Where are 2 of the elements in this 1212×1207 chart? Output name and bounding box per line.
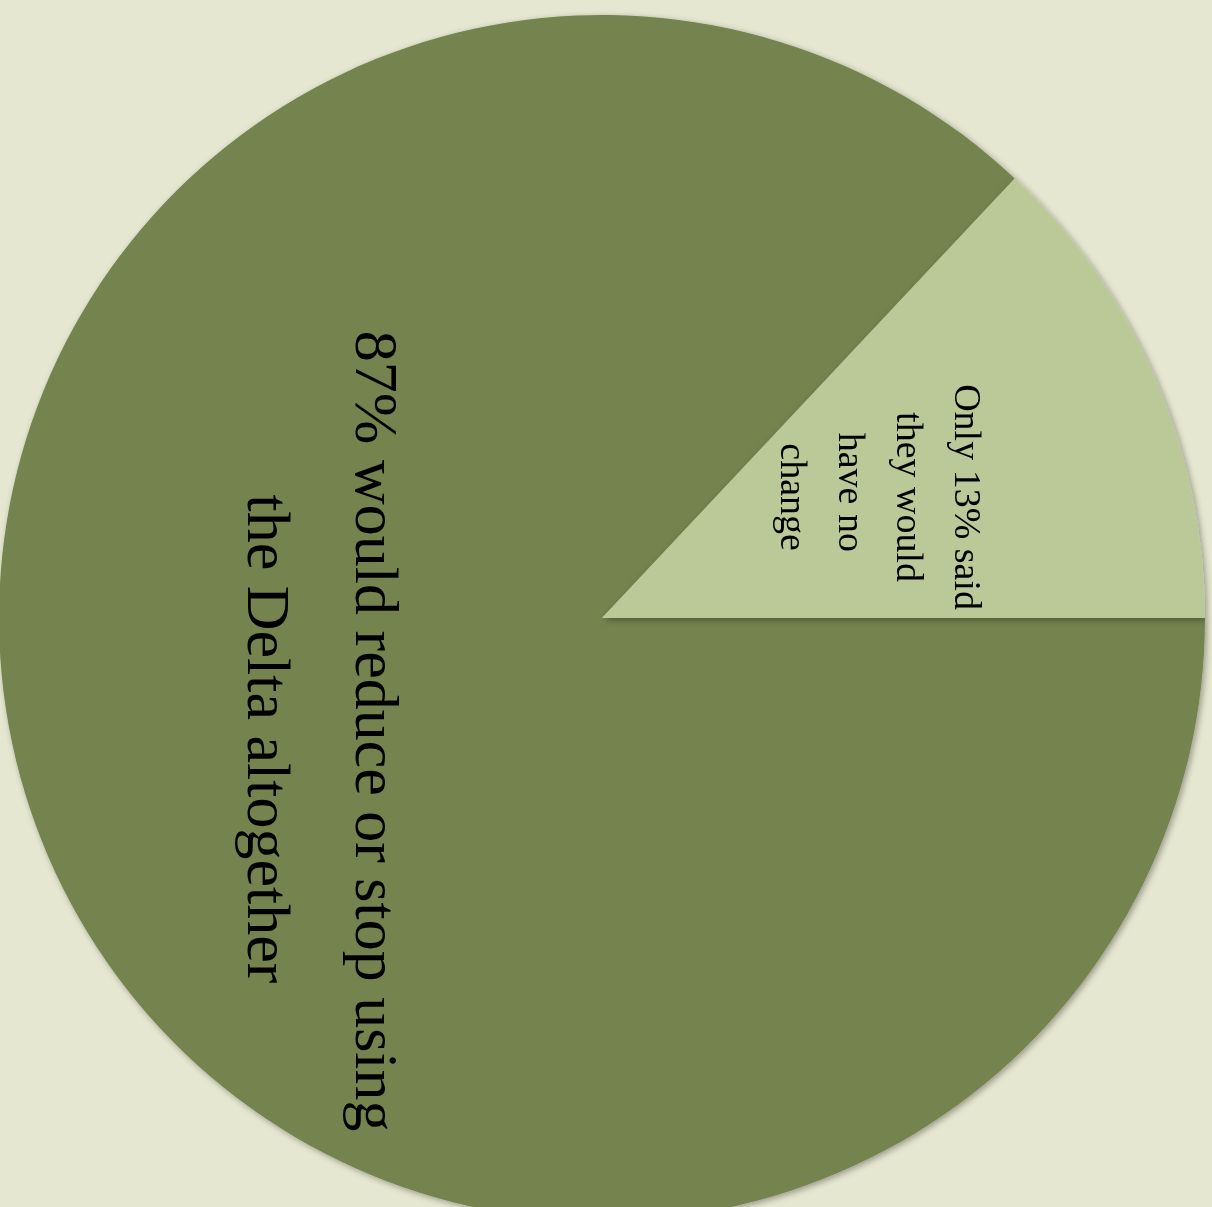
slice-label: Only 13% said they would have no change [773,384,990,611]
slice-label: 87% would reduce or stop using the Delta altogether [234,330,411,1148]
